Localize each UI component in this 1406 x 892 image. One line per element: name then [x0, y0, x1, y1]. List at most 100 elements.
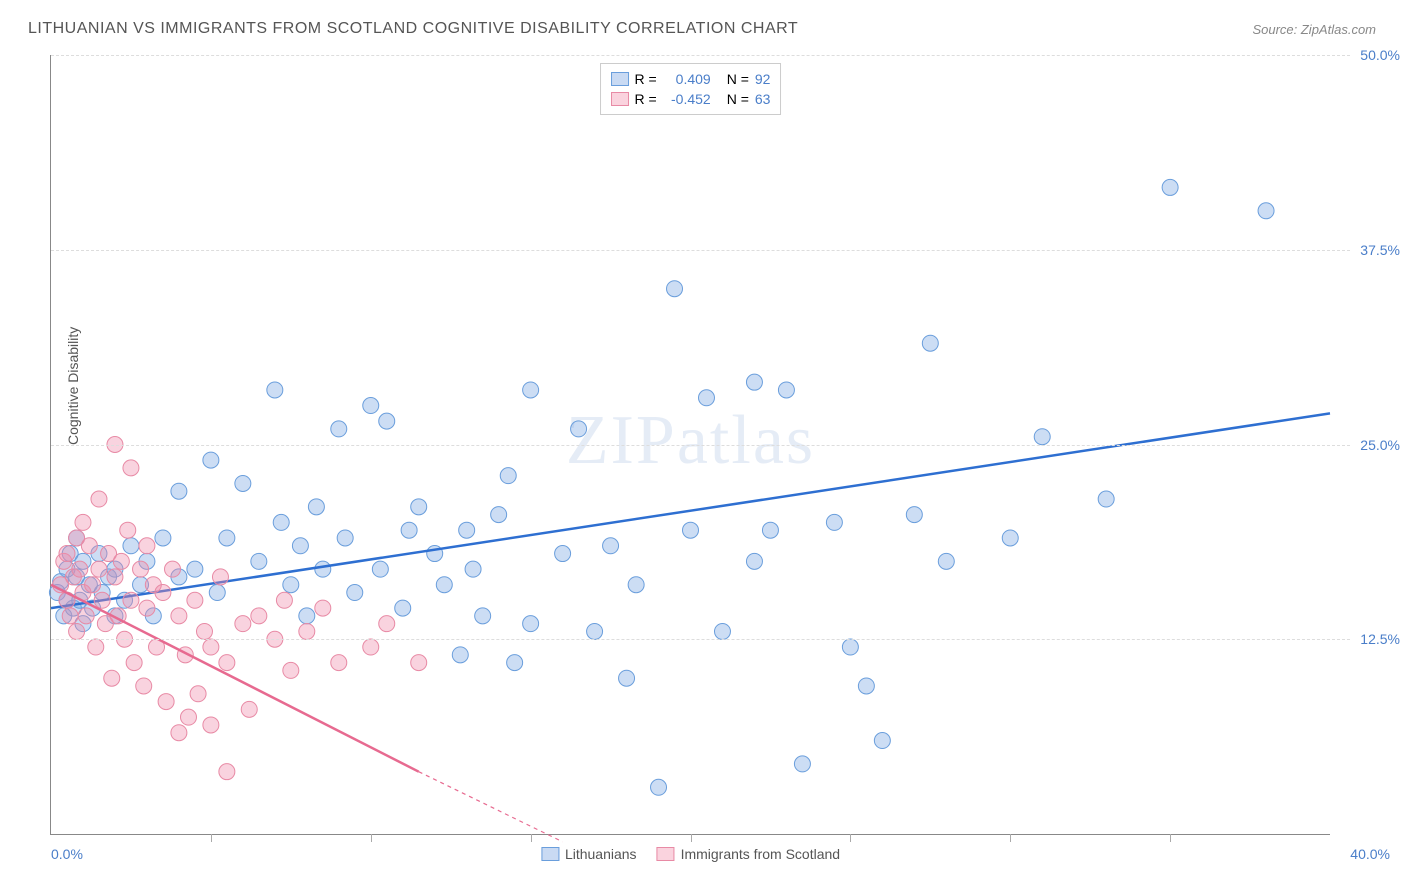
data-point [283, 662, 299, 678]
data-point [507, 655, 523, 671]
data-point [436, 577, 452, 593]
chart-title: LITHUANIAN VS IMMIGRANTS FROM SCOTLAND C… [28, 20, 798, 38]
legend-r-label: R = [635, 91, 657, 107]
data-point [555, 546, 571, 562]
data-point [372, 561, 388, 577]
data-point [523, 616, 539, 632]
y-tick-label: 25.0% [1360, 437, 1400, 453]
data-point [331, 655, 347, 671]
gridline [51, 55, 1350, 56]
data-point [603, 538, 619, 554]
data-point [619, 670, 635, 686]
data-point [906, 507, 922, 523]
x-axis-min-label: 0.0% [51, 846, 83, 862]
data-point [62, 608, 78, 624]
data-point [251, 553, 267, 569]
data-point [158, 694, 174, 710]
data-point [379, 616, 395, 632]
data-point [123, 592, 139, 608]
data-point [196, 623, 212, 639]
data-point [155, 585, 171, 601]
data-point [94, 592, 110, 608]
data-point [123, 538, 139, 554]
data-point [241, 701, 257, 717]
data-point [1098, 491, 1114, 507]
legend-n-value-0: 92 [755, 71, 771, 87]
data-point [91, 491, 107, 507]
gridline [51, 639, 1350, 640]
legend-r-value-0: 0.409 [663, 71, 711, 87]
data-point [465, 561, 481, 577]
data-point [276, 592, 292, 608]
data-point [395, 600, 411, 616]
data-point [126, 655, 142, 671]
data-point [571, 421, 587, 437]
data-point [209, 585, 225, 601]
data-point [203, 639, 219, 655]
data-point [587, 623, 603, 639]
legend-swatch-blue [541, 847, 559, 861]
data-point [219, 655, 235, 671]
data-point [136, 678, 152, 694]
data-point [155, 530, 171, 546]
y-tick-label: 50.0% [1360, 47, 1400, 63]
legend-series-label-0: Lithuanians [565, 846, 637, 862]
data-point [628, 577, 644, 593]
legend-series: Lithuanians Immigrants from Scotland [541, 846, 840, 862]
data-point [299, 608, 315, 624]
data-point [235, 616, 251, 632]
x-axis-max-label: 40.0% [1350, 846, 1390, 862]
data-point [171, 725, 187, 741]
x-tick [371, 834, 372, 842]
data-point [219, 764, 235, 780]
data-point [523, 382, 539, 398]
data-point [874, 733, 890, 749]
trend-line-extrapolated [419, 772, 563, 842]
data-point [1002, 530, 1018, 546]
data-point [139, 538, 155, 554]
data-point [212, 569, 228, 585]
data-point [187, 592, 203, 608]
data-point [1258, 203, 1274, 219]
data-point [180, 709, 196, 725]
data-point [683, 522, 699, 538]
data-point [363, 639, 379, 655]
x-tick [531, 834, 532, 842]
x-tick [691, 834, 692, 842]
data-point [267, 382, 283, 398]
gridline [51, 250, 1350, 251]
data-point [72, 561, 88, 577]
data-point [500, 468, 516, 484]
data-point [251, 608, 267, 624]
data-point [292, 538, 308, 554]
data-point [347, 585, 363, 601]
data-point [187, 561, 203, 577]
legend-n-label: N = [727, 71, 749, 87]
data-point [75, 514, 91, 530]
data-point [922, 335, 938, 351]
data-point [315, 561, 331, 577]
data-point [938, 553, 954, 569]
data-point [219, 530, 235, 546]
data-point [1162, 179, 1178, 195]
data-point [165, 561, 181, 577]
data-point [299, 623, 315, 639]
data-point [826, 514, 842, 530]
data-point [273, 514, 289, 530]
data-point [411, 655, 427, 671]
data-point [858, 678, 874, 694]
data-point [746, 374, 762, 390]
data-point [452, 647, 468, 663]
data-point [171, 608, 187, 624]
data-point [120, 522, 136, 538]
data-point [123, 460, 139, 476]
legend-swatch-pink [611, 92, 629, 106]
chart-area: Cognitive Disability ZIPatlas R = 0.409 … [50, 55, 1330, 835]
trend-line [51, 413, 1330, 608]
data-point [459, 522, 475, 538]
data-point [78, 608, 94, 624]
data-point [331, 421, 347, 437]
data-point [190, 686, 206, 702]
data-point [88, 639, 104, 655]
data-point [107, 569, 123, 585]
